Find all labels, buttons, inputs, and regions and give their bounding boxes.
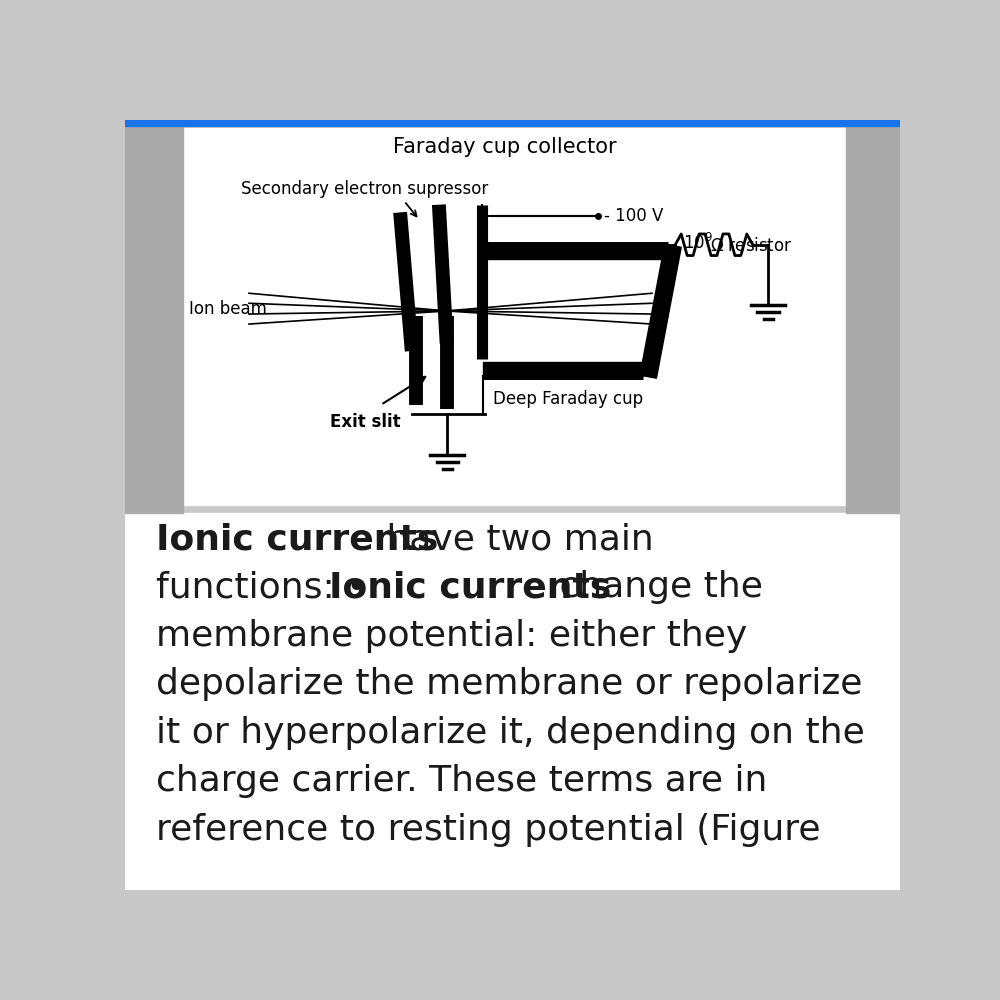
Text: Ionic currents: Ionic currents	[329, 570, 611, 604]
Polygon shape	[483, 245, 668, 259]
Bar	[183, 128, 846, 505]
Text: have two main: have two main	[375, 523, 654, 557]
Text: Ionic currents: Ionic currents	[156, 523, 438, 557]
Polygon shape	[643, 245, 681, 378]
Text: Deep Faraday cup: Deep Faraday cup	[493, 390, 643, 408]
Text: membrane potential: either they: membrane potential: either they	[156, 619, 747, 653]
Text: functions: •: functions: •	[156, 570, 379, 604]
Text: depolarize the membrane or repolarize: depolarize the membrane or repolarize	[156, 667, 862, 701]
Text: $\Omega$ resistor: $\Omega$ resistor	[710, 237, 793, 255]
Text: Exit slit: Exit slit	[330, 413, 401, 431]
Text: $10^9$: $10^9$	[683, 233, 713, 253]
Bar	[125, 120, 900, 513]
Bar	[846, 120, 900, 513]
Bar	[125, 120, 900, 126]
Text: change the: change the	[548, 570, 763, 604]
Text: Faraday cup collector: Faraday cup collector	[393, 137, 617, 157]
Text: Secondary electron supressor: Secondary electron supressor	[241, 180, 488, 198]
Polygon shape	[483, 362, 643, 376]
Text: it or hyperpolarize it, depending on the: it or hyperpolarize it, depending on the	[156, 716, 865, 750]
Text: Ion beam: Ion beam	[189, 300, 266, 318]
Text: - 100 V: - 100 V	[604, 207, 663, 225]
Text: charge carrier. These terms are in: charge carrier. These terms are in	[156, 764, 767, 798]
Bar	[125, 120, 183, 513]
Text: reference to resting potential (Figure: reference to resting potential (Figure	[156, 813, 820, 847]
Bar	[125, 513, 900, 890]
